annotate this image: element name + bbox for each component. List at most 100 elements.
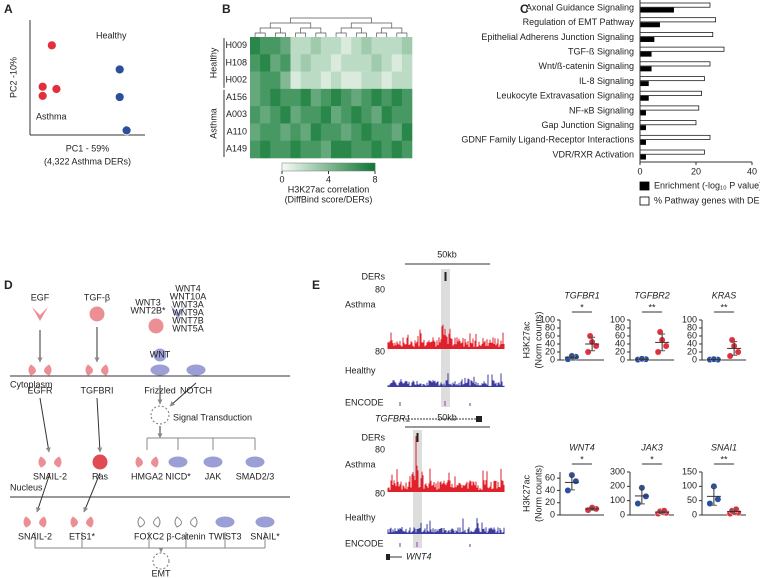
heatmap-cell (250, 88, 261, 107)
data-point (114, 64, 125, 75)
heatmap-cell (270, 140, 281, 159)
data-point (564, 486, 572, 494)
track-label: ENCODE (345, 397, 384, 407)
x-tick-label: 0 (637, 166, 642, 176)
node-label: SNAIL* (250, 531, 280, 541)
heatmap-cell (280, 37, 291, 55)
heatmap-cell (331, 88, 342, 107)
error-cap (659, 333, 666, 352)
colorbar-step (284, 163, 287, 171)
error-cap (731, 509, 738, 514)
node-label: Ras (92, 471, 109, 481)
node-shape (203, 456, 223, 468)
track-max: 80 (375, 284, 385, 294)
track-label: ENCODE (345, 538, 384, 548)
bar (639, 90, 702, 96)
heatmap-cell (401, 106, 413, 124)
y-axis-note: (Norm counts) (533, 311, 543, 368)
y-tick-label: 300 (610, 466, 625, 476)
track-max: 80 (375, 488, 385, 498)
node-label: WNT3A (172, 299, 204, 309)
legend-swatch (639, 181, 650, 191)
heatmap-cell (310, 37, 322, 55)
heatmap-cell (381, 88, 393, 107)
heatmap-cell (310, 123, 322, 142)
y-tick-label: 80 (687, 322, 697, 332)
heatmap-cell (361, 54, 372, 72)
asthma-signal (387, 436, 505, 492)
heatmap-cell (361, 106, 372, 124)
heatmap-cell (280, 54, 291, 72)
node-label: NOTCH (180, 385, 212, 395)
bar (639, 105, 700, 111)
group-label: Asthma (208, 108, 218, 139)
node-shape (168, 456, 188, 468)
asthma-signal (387, 324, 505, 349)
heatmap-cell (361, 71, 372, 90)
panel-label: B (222, 2, 231, 16)
heatmap-cell (341, 88, 352, 107)
category-label: Gap Junction Signaling (541, 120, 634, 130)
track-label: Asthma (345, 299, 376, 309)
track-label: Healthy (345, 512, 376, 522)
bar (639, 154, 646, 160)
heatmap-cell (260, 71, 271, 90)
colorbar-step (354, 163, 357, 171)
y-tick-label: 40 (615, 338, 625, 348)
node-label: β-Catenin (166, 531, 205, 541)
y-tick-label: 40 (687, 338, 697, 348)
node-shape (186, 364, 206, 376)
colorbar-step (300, 163, 304, 171)
heatmap-cell (320, 88, 332, 107)
significance: * (580, 454, 584, 464)
ligand-shape (170, 305, 186, 319)
track-label: DERs (361, 271, 385, 281)
category-label: Regulation of EMT Pathway (523, 17, 635, 27)
panel-label: E (312, 278, 320, 292)
colorbar-step (330, 163, 334, 171)
heatmap-cell (371, 123, 382, 142)
colorbar-step (370, 163, 373, 171)
node-shape (245, 456, 265, 468)
y-axis-note: (Norm counts) (533, 465, 543, 522)
heatmap-cell (381, 106, 393, 124)
error-cap (659, 510, 666, 514)
y-tick-label: 20 (545, 497, 555, 507)
heatmap-cell (351, 106, 362, 124)
heatmap-cell (351, 123, 362, 142)
heatmap-cell (300, 140, 312, 159)
scale-label: 50kb (437, 412, 457, 422)
group-label: Healthy (208, 47, 218, 78)
node-label: WNT (150, 349, 171, 359)
heatmap-cell (250, 54, 261, 72)
y-tick-label: 40 (545, 485, 555, 495)
heatmap-cell (331, 123, 342, 142)
x-axis-label: PC1 - 59% (66, 143, 110, 153)
heatmap-cell (391, 106, 403, 124)
y-tick-label: 100 (540, 314, 555, 324)
data-point (121, 125, 132, 136)
category-label: NF-κB Signaling (569, 105, 634, 115)
protein-shape (38, 456, 62, 468)
node-shape (215, 516, 235, 528)
colorbar-tick-label: 4 (326, 174, 331, 184)
colorbar-note: (DiffBind score/DERs) (285, 194, 373, 204)
heatmap-cell (320, 37, 332, 55)
error-cap (710, 486, 717, 506)
heatmap-cell (371, 71, 382, 90)
bar (639, 2, 711, 8)
y-tick-label: 150 (682, 466, 697, 476)
colorbar-step (347, 163, 350, 171)
heatmap-cell (270, 88, 281, 107)
node-label: EGF (31, 292, 50, 302)
heatmap-cell (341, 123, 352, 142)
node-label: WNT2B* (130, 305, 166, 315)
node-shape (153, 348, 167, 362)
heatmap-cell (341, 54, 352, 72)
node-label: HMGA2 (131, 471, 163, 481)
node-shape (92, 454, 108, 470)
arrow (169, 382, 197, 407)
colorbar-step (302, 163, 306, 171)
bar (639, 110, 646, 116)
bar (639, 120, 697, 126)
